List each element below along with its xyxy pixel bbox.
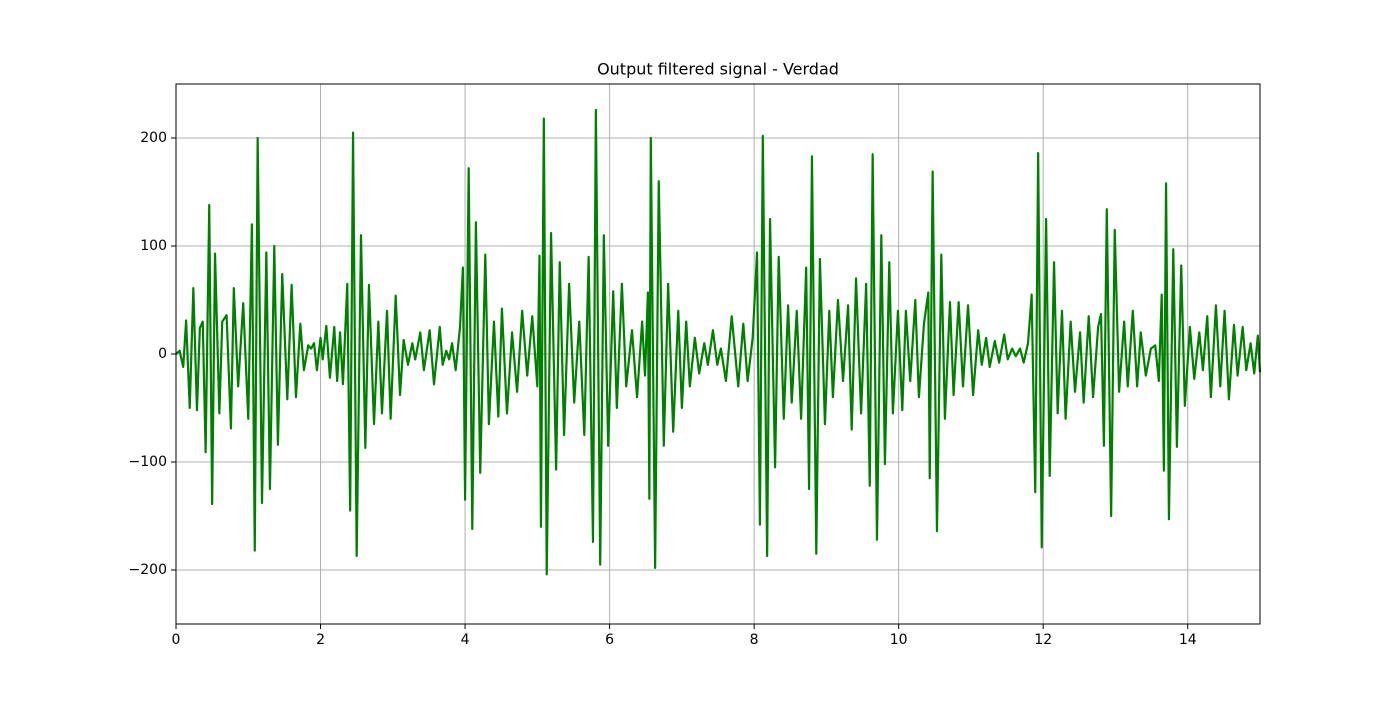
chart-title: Output filtered signal - Verdad <box>597 60 839 79</box>
y-tick-label: −100 <box>129 454 167 470</box>
x-tick-label: 6 <box>605 632 614 648</box>
y-tick-label: −200 <box>129 562 167 578</box>
signal-line <box>175 108 1262 576</box>
x-tick-label: 10 <box>890 632 908 648</box>
plot-frame <box>175 83 1261 625</box>
x-tick-label: 4 <box>461 632 470 648</box>
y-tick-label: 200 <box>140 130 167 146</box>
x-tick-label: 2 <box>316 632 325 648</box>
x-tick-label: 8 <box>750 632 759 648</box>
x-tick-label: 12 <box>1034 632 1052 648</box>
x-tick-label: 14 <box>1179 632 1197 648</box>
x-tick-label: 0 <box>172 632 181 648</box>
y-tick-label: 100 <box>140 238 167 254</box>
y-tick-label: 0 <box>158 346 167 362</box>
